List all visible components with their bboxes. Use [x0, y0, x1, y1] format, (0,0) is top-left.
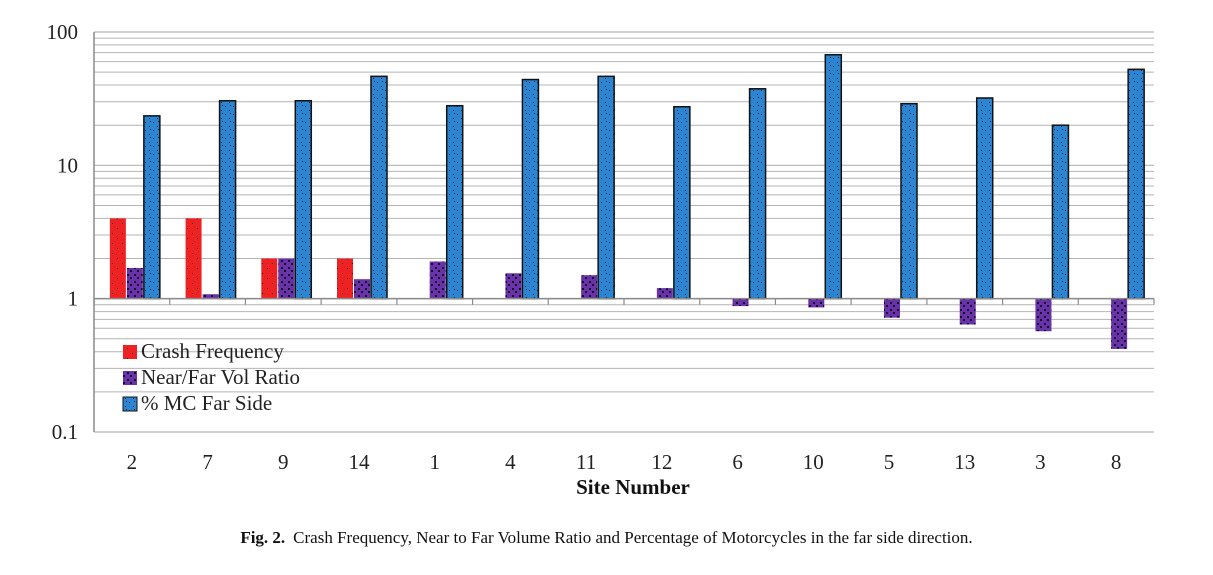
bar-mc-far-side-site-2 — [143, 115, 161, 300]
bar-mc-far-side-site-5 — [900, 102, 918, 300]
caption-text: Crash Frequency, Near to Far Volume Rati… — [293, 528, 973, 547]
bar-near-far-vol-ratio-site-4 — [505, 273, 522, 299]
x-tick-label: 6 — [732, 450, 743, 474]
bar-mc-far-side-site-9 — [294, 100, 313, 300]
bar-mc-far-side-site-12 — [673, 106, 691, 300]
x-tick-label: 14 — [349, 450, 371, 474]
x-tick-labels: 2 7 9 14 1 4 11 12 6 10 5 13 3 8 — [127, 450, 1122, 474]
legend-label: % MC Far Side — [141, 391, 272, 415]
bar-mc-far-side-site-10 — [824, 54, 843, 300]
x-tick-label: 13 — [954, 450, 975, 474]
axes — [93, 32, 1155, 432]
x-axis-title: Site Number — [576, 475, 690, 499]
x-tick-label: 1 — [429, 450, 440, 474]
x-tick-label: 7 — [202, 450, 213, 474]
legend-label: Crash Frequency — [141, 339, 284, 363]
x-tick-label: 2 — [127, 450, 138, 474]
bar-mc-far-side-site-13 — [975, 97, 994, 300]
bar-near-far-vol-ratio-site-3 — [1035, 298, 1052, 332]
x-tick-label: 3 — [1035, 450, 1046, 474]
legend-label: Near/Far Vol Ratio — [141, 365, 300, 389]
bar-near-far-vol-ratio-site-12 — [656, 288, 673, 299]
bar-mc-far-side-site-3 — [1051, 124, 1070, 300]
bar-near-far-vol-ratio-site-2 — [126, 267, 143, 299]
bar-mc-far-side-site-8 — [1127, 68, 1145, 300]
bar-crash-frequency-site-2 — [109, 218, 126, 299]
y-tick-labels: 100 10 1 0.1 — [47, 20, 79, 444]
bar-crash-frequency-site-7 — [185, 218, 202, 299]
bar-mc-far-side-site-1 — [445, 104, 464, 300]
bar-mc-far-side-site-11 — [597, 75, 615, 300]
bar-near-far-vol-ratio-site-1 — [429, 261, 446, 299]
bars — [109, 54, 1145, 349]
y-tick-label: 100 — [47, 20, 79, 44]
x-tick-label: 11 — [576, 450, 596, 474]
bar-near-far-vol-ratio-site-10 — [808, 298, 825, 308]
bar-crash-frequency-site-9 — [261, 258, 278, 299]
x-tick-label: 10 — [803, 450, 824, 474]
bar-mc-far-side-site-14 — [370, 75, 388, 300]
bar-near-far-vol-ratio-site-9 — [278, 258, 295, 299]
bar-near-far-vol-ratio-site-11 — [581, 275, 598, 299]
figure-caption: Fig. 2. Crash Frequency, Near to Far Volu… — [0, 528, 1213, 548]
y-tick-label: 1 — [68, 287, 79, 311]
bar-near-far-vol-ratio-site-8 — [1111, 298, 1128, 349]
bar-near-far-vol-ratio-site-13 — [959, 298, 976, 325]
x-tick-label: 4 — [505, 450, 516, 474]
y-tick-label: 10 — [57, 153, 78, 177]
bar-crash-frequency-site-14 — [337, 258, 353, 299]
bar-near-far-vol-ratio-site-7 — [202, 294, 219, 299]
y-tick-label: 0.1 — [52, 420, 78, 444]
bar-near-far-vol-ratio-site-5 — [884, 298, 900, 318]
x-tick-label: 5 — [884, 450, 895, 474]
bar-mc-far-side-site-7 — [218, 100, 237, 300]
x-tick-label: 9 — [278, 450, 289, 474]
bar-near-far-vol-ratio-site-6 — [732, 298, 749, 307]
bar-near-far-vol-ratio-site-14 — [354, 279, 370, 299]
caption-label: Fig. 2. — [240, 528, 286, 547]
bar-mc-far-side-site-6 — [748, 88, 767, 300]
legend-swatch — [123, 345, 137, 359]
x-tick-label: 8 — [1111, 450, 1122, 474]
legend-swatch — [122, 396, 138, 412]
bar-mc-far-side-site-4 — [521, 78, 540, 300]
legend-swatch — [123, 371, 137, 385]
x-tick-label: 12 — [651, 450, 672, 474]
